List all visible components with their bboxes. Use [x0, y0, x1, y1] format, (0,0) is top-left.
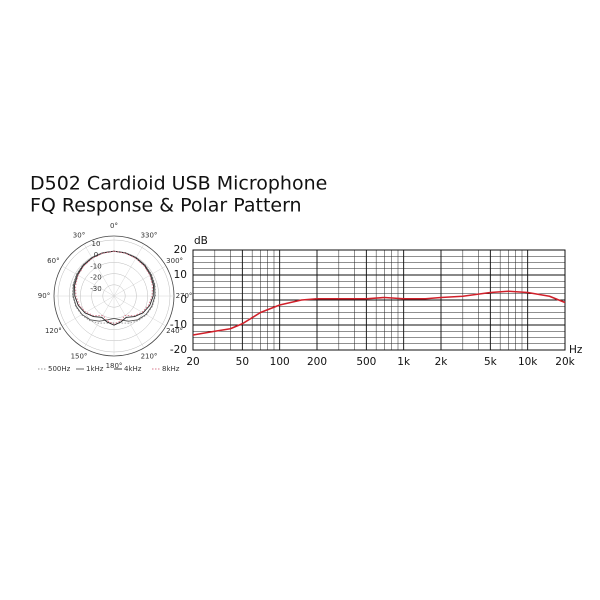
theta-tick-label: 240°	[166, 327, 183, 335]
theta-tick-label: 330°	[141, 231, 158, 239]
polar-spoke	[113, 243, 145, 297]
x-tick-label: 50	[236, 356, 249, 368]
theta-tick-label: 210°	[141, 353, 158, 361]
y-axis-label: dB	[194, 235, 208, 247]
theta-tick-label: 0°	[110, 222, 118, 230]
theta-tick-label: 180°	[106, 362, 123, 370]
polar-curve	[72, 250, 156, 322]
theta-tick-label: 60°	[47, 257, 59, 265]
r-tick-label: -20	[90, 274, 101, 282]
x-tick-label: 2k	[435, 356, 449, 368]
y-tick-label: -20	[170, 344, 187, 356]
polar-spoke	[113, 295, 145, 349]
theta-tick-label: 150°	[71, 353, 88, 361]
title: D502 Cardioid USB Microphone	[30, 173, 327, 195]
x-tick-label: 20k	[555, 356, 575, 368]
polar-spoke	[61, 265, 115, 297]
polar-curve	[72, 250, 156, 324]
response-line	[192, 290, 566, 336]
theta-tick-label: 90°	[38, 292, 50, 300]
x-tick-label: 10k	[518, 356, 538, 368]
x-tick-label: 100	[270, 356, 290, 368]
theta-tick-label: 270°	[176, 292, 193, 300]
r-tick-label: -30	[90, 285, 101, 293]
legend-label: 8kHz	[162, 365, 180, 373]
r-tick-label: 10	[92, 240, 101, 248]
polar-spoke	[83, 295, 115, 349]
x-axis-label: Hz	[569, 344, 583, 356]
y-tick-label: 20	[174, 244, 187, 256]
theta-tick-label: 30°	[73, 231, 85, 239]
theta-tick-label: 300°	[166, 257, 183, 265]
legend-label: 1kHz	[86, 365, 104, 373]
x-tick-label: 20	[186, 356, 199, 368]
r-tick-label: -10	[90, 262, 101, 270]
legend-label: 4kHz	[124, 365, 142, 373]
y-tick-label: 10	[174, 269, 187, 281]
plot-frame	[192, 249, 566, 351]
subtitle: FQ Response & Polar Pattern	[30, 195, 302, 217]
y-tick-label: 0	[180, 294, 187, 306]
theta-tick-label: 120°	[45, 327, 62, 335]
x-tick-label: 1k	[397, 356, 411, 368]
polar-spoke	[83, 243, 115, 297]
polar-curve	[74, 250, 154, 326]
polar-spoke	[113, 295, 167, 327]
polar-spoke	[61, 295, 115, 327]
polar-curve	[75, 250, 153, 325]
polar-spoke	[113, 265, 167, 297]
x-tick-label: 500	[356, 356, 376, 368]
y-tick-label: -10	[170, 319, 187, 331]
legend-label: 500Hz	[48, 365, 71, 373]
x-tick-label: 5k	[484, 356, 498, 368]
x-tick-label: 200	[307, 356, 327, 368]
